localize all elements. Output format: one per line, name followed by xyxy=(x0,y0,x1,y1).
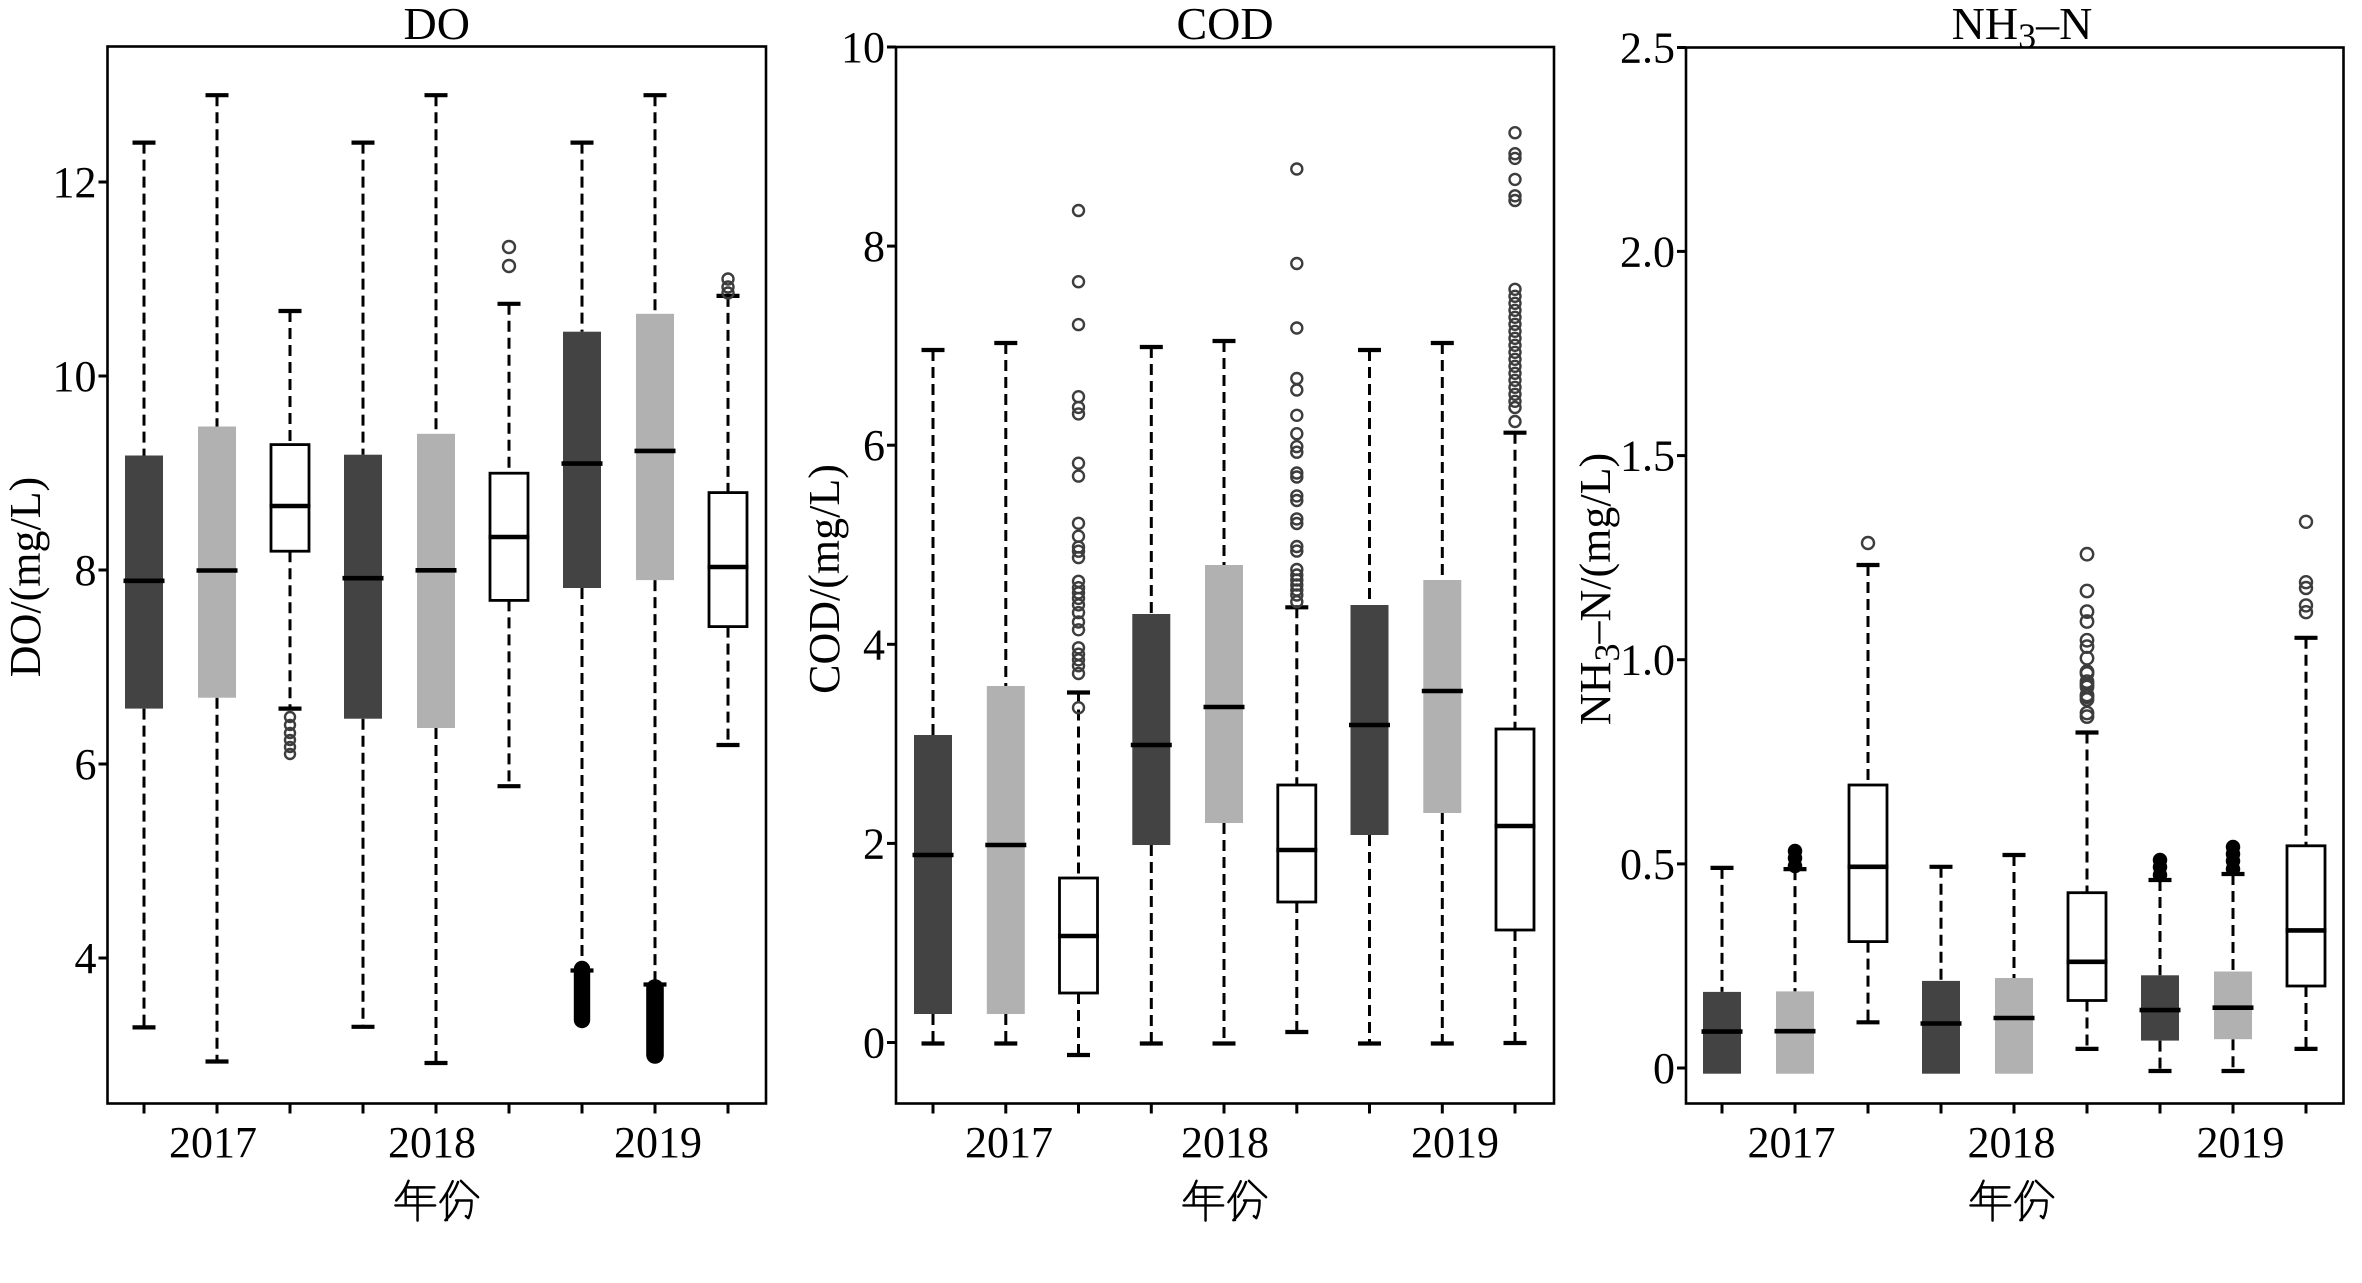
svg-text:2017: 2017 xyxy=(169,1118,257,1167)
svg-text:10: 10 xyxy=(53,352,97,401)
svg-text:2019: 2019 xyxy=(1411,1118,1499,1167)
svg-text:2019: 2019 xyxy=(2197,1118,2285,1167)
svg-text:0: 0 xyxy=(1653,1044,1675,1093)
svg-text:2.0: 2.0 xyxy=(1620,227,1675,276)
svg-text:2017: 2017 xyxy=(1748,1118,1836,1167)
svg-text:2018: 2018 xyxy=(388,1118,476,1167)
svg-text:12: 12 xyxy=(53,158,97,207)
svg-text:0: 0 xyxy=(863,1019,885,1068)
svg-text:2018: 2018 xyxy=(1968,1118,2056,1167)
svg-text:8: 8 xyxy=(863,222,885,271)
svg-text:COD: COD xyxy=(1176,0,1273,49)
svg-text:4: 4 xyxy=(863,620,885,669)
svg-text:6: 6 xyxy=(75,740,97,789)
svg-text:NH3–N/(mg/L): NH3–N/(mg/L) xyxy=(1571,453,1627,725)
svg-text:DO: DO xyxy=(403,0,469,49)
svg-text:1.0: 1.0 xyxy=(1620,636,1675,685)
svg-text:2.5: 2.5 xyxy=(1620,24,1675,73)
svg-text:8: 8 xyxy=(75,546,97,595)
svg-text:2: 2 xyxy=(863,819,885,868)
svg-text:DO/(mg/L): DO/(mg/L) xyxy=(1,477,50,677)
svg-text:10: 10 xyxy=(841,23,885,72)
svg-text:0.5: 0.5 xyxy=(1620,840,1675,889)
svg-text:4: 4 xyxy=(75,934,97,983)
svg-text:6: 6 xyxy=(863,421,885,470)
svg-text:2017: 2017 xyxy=(965,1118,1053,1167)
svg-text:2019: 2019 xyxy=(614,1118,702,1167)
svg-text:1.5: 1.5 xyxy=(1620,432,1675,481)
svg-text:COD/(mg/L): COD/(mg/L) xyxy=(800,464,849,694)
svg-text:2018: 2018 xyxy=(1181,1118,1269,1167)
